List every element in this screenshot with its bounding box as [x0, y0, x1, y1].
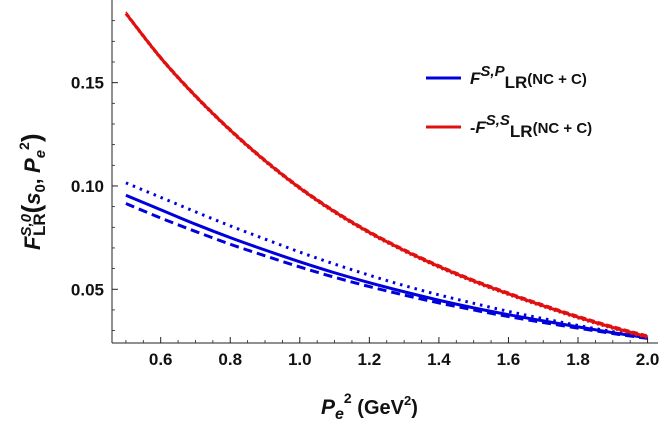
x-label-units-close: )	[411, 397, 418, 419]
y-label-P-sub: e	[32, 150, 49, 158]
x-tick-label: 1.4	[427, 350, 451, 369]
y-label-comma: ,	[23, 179, 45, 185]
y-label-open: (	[16, 204, 46, 213]
red-series-line	[124, 12, 648, 339]
legend-sup: S,S	[486, 112, 510, 129]
x-axis-label: Pe2 (GeV2)	[321, 390, 418, 423]
x-tick-label: 2.0	[636, 350, 660, 369]
x-label-P: P	[321, 396, 336, 419]
legend-label: FS,PLR(NC + C)	[470, 63, 587, 92]
red-dotted-band-line	[125, 14, 648, 340]
x-tick-label: 1.6	[497, 350, 521, 369]
x-label-units: (GeV	[357, 397, 404, 419]
axes: 0.6 0.8 1.0 1.2 1.4 1.6 1.8 2.0 0.05 0.10 0.15	[71, 0, 659, 369]
x-label-units-sup: 2	[404, 393, 411, 408]
y-tick-label: 0.15	[71, 74, 104, 93]
x-tick-label: 0.8	[218, 350, 242, 369]
legend-F: F	[470, 69, 481, 88]
blue-dashed-series-line	[125, 202, 648, 340]
legend-sup: S,P	[480, 63, 505, 80]
y-tick-label: 0.10	[71, 177, 104, 196]
legend-label: -FS,SLR(NC + C)	[470, 112, 592, 141]
blue-dotted-series-line	[125, 181, 648, 339]
axis-labels: Pe2 (GeV2)FS,0LR(s0, Pe2)	[16, 133, 418, 423]
legend-sub: LR	[510, 122, 533, 141]
legend-sub: LR	[505, 73, 528, 92]
y-label-close: )	[16, 133, 46, 142]
x-label-sub: e	[335, 406, 344, 423]
y-label-s: s	[20, 192, 45, 204]
x-tick-label: 1.0	[288, 350, 312, 369]
legend-tail: (NC + C)	[533, 120, 593, 137]
y-label-sub: LR	[30, 213, 49, 236]
y-label-P: P	[20, 158, 45, 173]
y-label-F: F	[20, 236, 45, 250]
x-label-sup: 2	[344, 390, 352, 406]
x-tick-label: 0.6	[149, 350, 173, 369]
y-label-s-sub: 0	[32, 184, 49, 192]
x-tick-label: 1.8	[566, 350, 590, 369]
legend-F: F	[475, 118, 486, 137]
legend-tail: (NC + C)	[527, 71, 587, 88]
series-group	[124, 11, 648, 340]
legend-minus: -	[470, 120, 475, 137]
x-tick-label: 1.2	[358, 350, 382, 369]
y-label-sup: S,0	[18, 213, 35, 236]
y-axis-label: FS,0LR(s0, Pe2)	[16, 133, 49, 250]
legend: FS,PLR(NC + C)-FS,SLR(NC + C)	[426, 63, 592, 141]
y-label-P-sup: 2	[16, 142, 32, 150]
y-tick-label: 0.05	[71, 280, 104, 299]
